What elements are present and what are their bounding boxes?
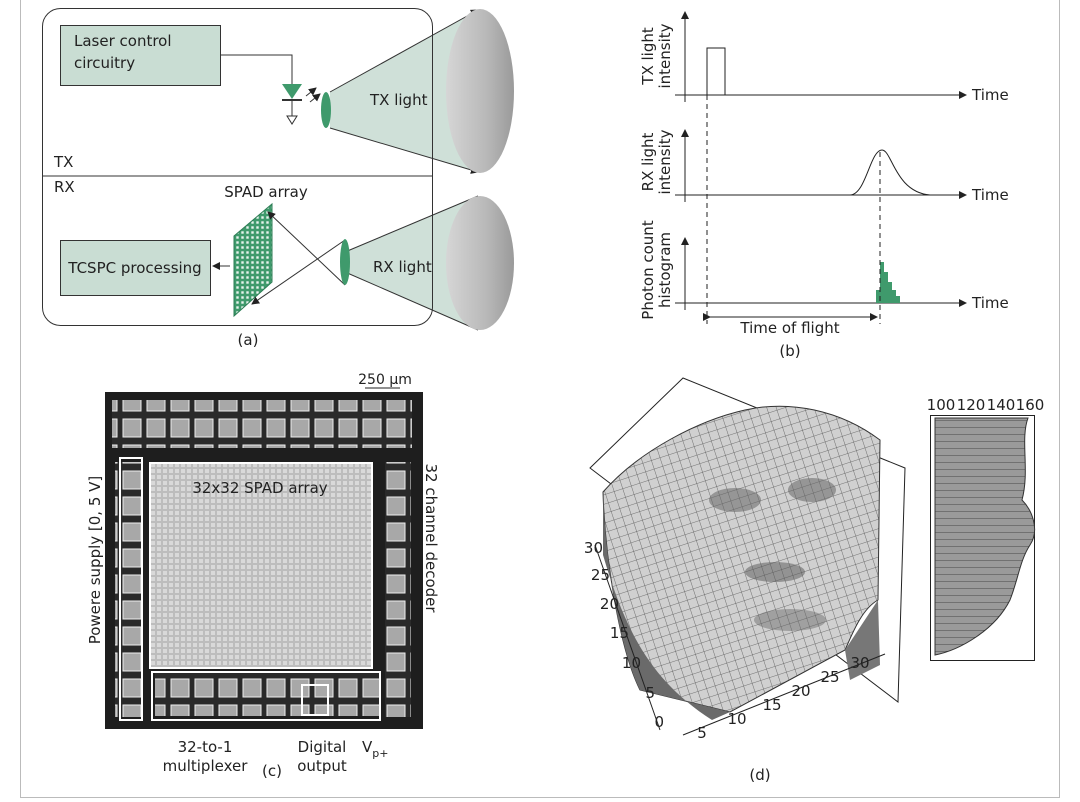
rx-label: RX — [54, 178, 75, 196]
axis-label: Photon count — [639, 220, 657, 320]
y-tick-label: 0 — [654, 713, 664, 731]
laser-diode — [282, 84, 302, 99]
profile-tick-label: 120 — [957, 396, 986, 414]
y-tick-label: 10 — [622, 654, 641, 672]
pad-row — [112, 400, 412, 448]
axis-label: histogram — [656, 232, 674, 308]
profile-tick-label: 160 — [1016, 396, 1045, 414]
emission — [310, 94, 320, 102]
power-label: Powere supply [0, 5 V] — [86, 476, 104, 645]
rx-target — [446, 196, 514, 330]
x-tick-label: 30 — [850, 654, 869, 672]
scale-label: 250 µm — [358, 372, 412, 388]
axis-label: RX light — [639, 133, 657, 192]
axis-label: TX light — [639, 27, 657, 86]
time-label: Time — [971, 86, 1009, 104]
spad-array-label: SPAD array — [224, 183, 308, 201]
axis-label: intensity — [656, 23, 674, 88]
histogram-bar — [888, 282, 892, 303]
tof-label: Time of flight — [739, 319, 839, 337]
profile-tick-label: 100 — [927, 396, 956, 414]
x-tick-label: 25 — [820, 668, 839, 686]
panel-a: Laser control circuitry TX light TX RX S… — [42, 9, 514, 350]
tx-light-label: TX light — [369, 91, 428, 109]
emission — [306, 88, 316, 96]
y-tick-label: 30 — [584, 539, 603, 557]
histogram-bar — [880, 262, 884, 303]
laser-box-label: circuitry — [74, 54, 135, 72]
histogram-bar — [896, 296, 900, 303]
pad-column — [385, 462, 411, 717]
ground — [287, 116, 297, 124]
decoder-label: 32 channel decoder — [422, 463, 440, 613]
page: Laser control circuitry TX light TX RX S… — [0, 0, 1080, 798]
tx-pulse — [685, 48, 725, 95]
rx-lens — [340, 239, 350, 285]
digital-label: Digital — [298, 738, 347, 756]
tx-label: TX — [53, 153, 73, 171]
wire — [220, 55, 292, 84]
caption: (a) — [238, 331, 259, 349]
array-label: 32x32 SPAD array — [192, 479, 327, 497]
y-tick-label: 5 — [645, 684, 655, 702]
y-tick-label: 15 — [610, 624, 629, 642]
rx-light-label: RX light — [373, 258, 432, 276]
shading — [745, 562, 805, 582]
pad-column — [115, 462, 141, 717]
digital-label: output — [297, 757, 347, 775]
panel-b: Time Time Time TX light intensity RX lig… — [639, 12, 1009, 360]
laser-box-label: Laser control — [74, 32, 172, 50]
histogram-bar — [892, 290, 896, 303]
caption: (c) — [262, 762, 282, 780]
x-tick-label: 10 — [727, 710, 746, 728]
pad-row — [155, 672, 380, 716]
figure: Laser control circuitry TX light TX RX S… — [0, 0, 1080, 798]
profile-tick-label: 140 — [987, 396, 1016, 414]
caption: (d) — [749, 766, 770, 784]
vp-label: Vp+ — [362, 738, 388, 760]
shading — [788, 478, 836, 502]
caption: (b) — [779, 342, 800, 360]
spad-array — [234, 204, 272, 316]
x-tick-label: 20 — [791, 682, 810, 700]
tx-target — [446, 9, 514, 173]
y-tick-label: 25 — [591, 566, 610, 584]
tcspc-label: TCSPC processing — [67, 259, 201, 277]
x-tick-label: 5 — [697, 724, 707, 742]
histogram-bar — [884, 272, 888, 303]
time-label: Time — [971, 294, 1009, 312]
time-label: Time — [971, 186, 1009, 204]
vp-subscript: p+ — [372, 747, 388, 760]
shading — [754, 609, 826, 631]
panel-c: 250 µm 32x32 SPAD array Powere supply [0… — [86, 372, 440, 780]
mux-label: 32-to-1 — [178, 738, 233, 756]
mux-label: multiplexer — [163, 757, 249, 775]
x-tick-label: 15 — [762, 696, 781, 714]
y-tick-label: 20 — [600, 595, 619, 613]
shading — [709, 488, 761, 512]
tx-lens — [321, 92, 331, 128]
rx-pulse — [850, 150, 930, 195]
axis-label: intensity — [656, 129, 674, 194]
histogram-bar — [876, 290, 880, 303]
